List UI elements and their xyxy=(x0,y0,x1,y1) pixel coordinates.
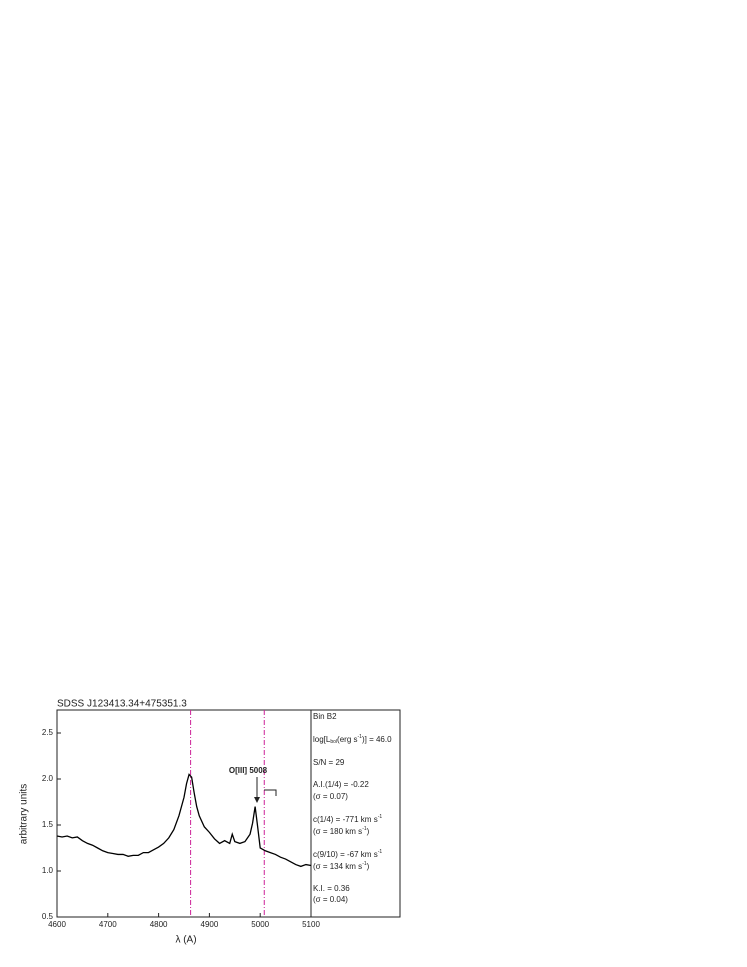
x-tick-label: 4800 xyxy=(150,920,168,929)
panel-text-part: )] = 46.0 xyxy=(362,735,392,744)
panel-text-part: log[L xyxy=(313,735,331,744)
panel-text: K.I. = 0.36 xyxy=(313,884,350,893)
panel-text: Bin B2 xyxy=(313,712,337,721)
panel-text-part: c(1/4) = -771 km s xyxy=(313,815,378,824)
annotation-bracket xyxy=(264,789,277,796)
panel-text: (σ = 180 km s-1) xyxy=(313,826,370,836)
x-tick-label: 4600 xyxy=(48,920,66,929)
panel-text-part: -1 xyxy=(362,826,367,832)
panel-text-part: (σ = 0.04) xyxy=(313,895,348,904)
panel-text-part: (σ = 180 km s xyxy=(313,827,362,836)
panel-text: A.I.(1/4) = -0.22 xyxy=(313,780,369,789)
panel-text-part: -1 xyxy=(358,734,363,740)
panel-text-part: ) xyxy=(367,862,370,871)
y-tick-label: 1.0 xyxy=(42,866,54,875)
y-tick-label: 2.5 xyxy=(42,728,54,737)
panel-text-part: (erg s xyxy=(337,735,357,744)
panel-text-part: c(9/10) = -67 km s xyxy=(313,850,378,859)
x-axis-label: λ (A) xyxy=(175,935,196,946)
panel-text: (σ = 0.07) xyxy=(313,792,348,801)
y-tick-label: 1.5 xyxy=(42,820,54,829)
panel-text-part: -1 xyxy=(378,849,383,855)
y-tick-label: 2.0 xyxy=(42,774,54,783)
panel-text-part: A.I.(1/4) = -0.22 xyxy=(313,780,369,789)
x-tick-label: 4700 xyxy=(99,920,117,929)
panel-text-part: (σ = 134 km s xyxy=(313,862,362,871)
y-tick-label: 0.5 xyxy=(42,912,54,921)
arrow-head xyxy=(254,797,260,803)
plot-frame xyxy=(56,709,312,918)
panel-text-part: S/N = 29 xyxy=(313,758,345,767)
spectrum-line xyxy=(56,773,312,868)
annotation: O[III] 5008 xyxy=(229,766,268,775)
panel-text: c(1/4) = -771 km s-1 xyxy=(313,814,382,824)
panel-text: log[Lbol(erg s-1)] = 46.0 xyxy=(313,734,392,745)
panel-text: c(9/10) = -67 km s-1 xyxy=(313,849,382,859)
y-axis-label: arbitrary units xyxy=(19,784,30,845)
panel-text: (σ = 0.04) xyxy=(313,895,348,904)
panel-text-part: -1 xyxy=(362,861,367,867)
panel-text-part: ) xyxy=(367,827,370,836)
panel-text: S/N = 29 xyxy=(313,758,345,767)
panel-text: (σ = 134 km s-1) xyxy=(313,861,370,871)
panel-text-part: K.I. = 0.36 xyxy=(313,884,350,893)
panel-text-part: (σ = 0.07) xyxy=(313,792,348,801)
x-tick-label: 5000 xyxy=(251,920,269,929)
x-tick-label: 5100 xyxy=(302,920,320,929)
panel-text-part: Bin B2 xyxy=(313,712,337,721)
chart-title: SDSS J123413.34+475351.3 xyxy=(57,699,187,710)
panel-text-part: -1 xyxy=(378,814,383,820)
panel-text-part: bol xyxy=(330,739,337,745)
x-tick-label: 4900 xyxy=(201,920,219,929)
